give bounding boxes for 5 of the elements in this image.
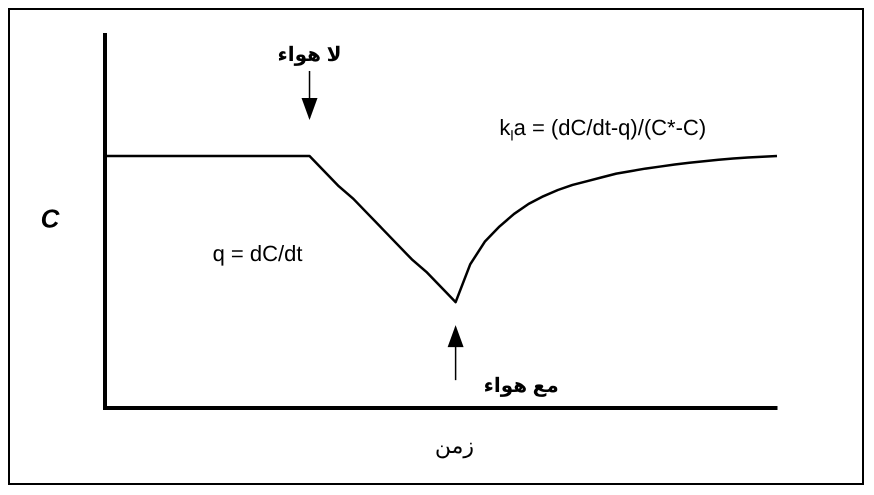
- y-axis-title: C: [40, 204, 61, 234]
- text: لا هواء: [278, 44, 342, 66]
- annotation: مع هواء: [484, 375, 559, 398]
- annotation: q = dC/dt: [212, 241, 302, 266]
- x-axis-title: زمن: [434, 433, 474, 459]
